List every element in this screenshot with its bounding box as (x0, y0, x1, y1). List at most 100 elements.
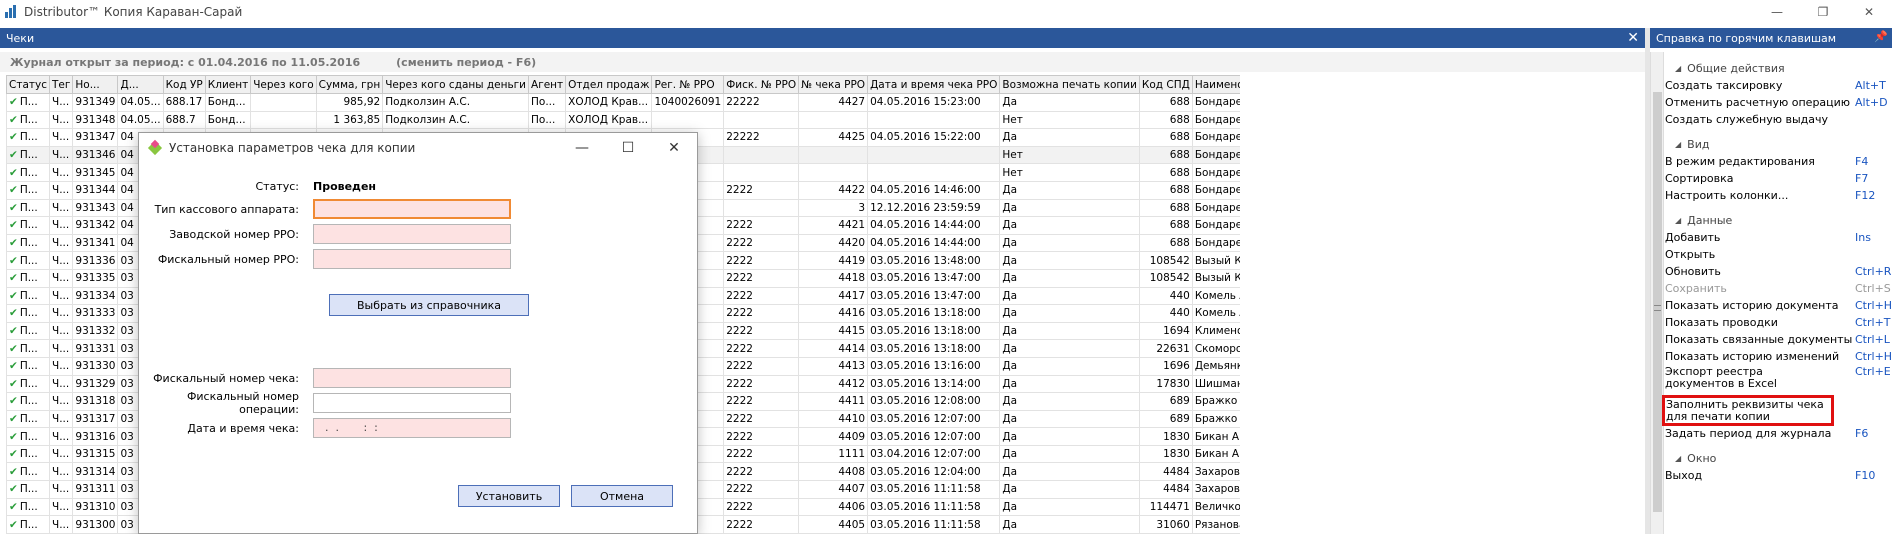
help-item[interactable]: Создать служебную выдачу (1665, 111, 1892, 128)
check-fiscal-field[interactable] (313, 368, 511, 388)
close-window-button[interactable]: ✕ (1846, 0, 1892, 24)
table-cell-fisc: 2222 (723, 374, 800, 394)
table-cell-dt: 03.05.2016 13:48:00 (867, 251, 1001, 270)
scrollbar-thumb[interactable] (1653, 92, 1662, 512)
table-row[interactable]: ✔ П... Ч... 931349 04.05... 688.17 Бонд... 985,… (6, 93, 1307, 112)
table-cell-tag: Ч... (48, 145, 74, 165)
help-item-label: Экспорт реестра документов в Excel (1665, 365, 1777, 390)
help-item[interactable]: Показать проводки Ctrl+T (1665, 314, 1892, 331)
help-item-hotkey: Ctrl+S (1855, 282, 1891, 295)
help-item[interactable]: В режим редактирования F4 (1665, 153, 1892, 170)
table-cell-status: ✔ П... (6, 163, 50, 182)
help-item[interactable]: Показать связанные документы Ctrl+L (1665, 331, 1892, 348)
help-item-hotkey: Ctrl+L (1855, 333, 1890, 346)
column-header[interactable]: Через кого (250, 75, 317, 94)
table-cell-check-no: 4427 (798, 93, 869, 112)
table-cell-fisc: 2222 (723, 444, 800, 464)
help-item[interactable]: Задать период для журнала F6 (1665, 425, 1892, 442)
table-cell-no: 931300 (72, 515, 119, 534)
minimize-button[interactable]: — (1754, 0, 1800, 24)
checkmark-icon: ✔ (9, 483, 18, 496)
restore-button[interactable]: ❐ (1800, 0, 1846, 24)
help-item[interactable]: Добавить Ins (1665, 229, 1892, 246)
help-group-header[interactable]: ◢ Окно (1665, 449, 1892, 467)
help-scrollbar[interactable] (1651, 52, 1664, 534)
dialog-maximize-button[interactable]: ☐ (621, 140, 635, 156)
help-item[interactable]: Сортировка F7 (1665, 170, 1892, 187)
table-cell-spd-code: 1830 (1138, 427, 1193, 446)
column-header[interactable]: Код СПД (1138, 75, 1193, 94)
close-panel-icon[interactable]: ✕ (1627, 30, 1639, 46)
column-header[interactable]: Фиск. № РРО (723, 75, 800, 94)
help-group-header[interactable]: ◢ Вид (1665, 135, 1892, 153)
help-item-label: В режим редактирования (1665, 155, 1815, 168)
table-cell-copy: Да (999, 339, 1140, 358)
column-header[interactable]: Рег. № РРО (651, 75, 725, 94)
column-header[interactable]: № чека РРО (798, 75, 869, 94)
column-header[interactable]: Статус (6, 75, 50, 94)
table-cell-via (250, 93, 317, 112)
column-header[interactable]: Через кого сданы деньги (382, 75, 530, 94)
table-cell-copy: Да (999, 515, 1140, 534)
checkmark-icon: ✔ (9, 201, 18, 214)
help-item[interactable]: Отменить расчетную операцию Alt+D (1665, 94, 1892, 111)
help-item[interactable]: Экспорт реестра документов в Excel Ctrl+E (1665, 365, 1892, 395)
help-item[interactable]: Обновить Ctrl+R (1665, 263, 1892, 280)
table-cell-tag: Ч... (48, 128, 74, 147)
column-header[interactable]: Агент (528, 75, 567, 94)
column-header[interactable]: Дата и время чека РРО (867, 75, 1001, 94)
set-button[interactable]: Установить (458, 485, 560, 507)
column-header[interactable]: Клиент (204, 75, 252, 94)
column-header[interactable]: Д... (117, 75, 164, 94)
table-cell-tag: Ч... (48, 480, 74, 499)
column-header[interactable]: Сумма, грн (315, 75, 384, 94)
help-item[interactable]: Заполнить реквизиты чека для печати копи… (1662, 395, 1892, 426)
datetime-field[interactable]: . . : : (313, 418, 511, 438)
column-header[interactable]: Отдел продаж (565, 75, 653, 94)
table-cell-status: ✔ П... (6, 321, 50, 341)
help-item[interactable]: Настроить колонки... F12 (1665, 187, 1892, 204)
table-cell-status: ✔ П... (6, 110, 50, 130)
table-cell-dt (867, 163, 1001, 182)
help-item-label: Задать период для журнала (1665, 427, 1832, 440)
cancel-button[interactable]: Отмена (571, 485, 673, 507)
column-header[interactable]: Возможна печать копии (999, 75, 1140, 94)
help-item[interactable]: Сохранить Ctrl+S (1665, 280, 1892, 297)
help-group-header[interactable]: ◢ Общие действия (1665, 59, 1892, 77)
operation-fiscal-row: Фискальный номер операции: (139, 390, 511, 416)
help-item[interactable]: Выход F10 (1665, 467, 1892, 484)
table-cell-no: 931318 (72, 392, 119, 411)
help-group-header[interactable]: ◢ Данные (1665, 211, 1892, 229)
help-group-title: Общие действия (1687, 61, 1785, 75)
collapse-triangle-icon: ◢ (1675, 63, 1682, 73)
table-cell-dt: 04.05.2016 14:44:00 (867, 216, 1001, 235)
fiscal-no-field[interactable] (313, 249, 511, 269)
help-item[interactable]: Показать историю документа Ctrl+H (1665, 297, 1892, 314)
table-cell-no: 931317 (72, 409, 119, 429)
panel-splitter[interactable] (1645, 28, 1650, 534)
change-period-link[interactable]: (сменить период - F6) (396, 55, 537, 69)
status-text: П... (19, 377, 38, 390)
column-header[interactable]: Но... (72, 75, 119, 94)
help-item[interactable]: Открыть (1665, 246, 1892, 263)
table-cell-status: ✔ П... (6, 480, 50, 499)
help-item[interactable]: Показать историю изменений Ctrl+H (1665, 348, 1892, 365)
column-header[interactable]: Тег (48, 75, 74, 94)
table-cell-code: 688.7 (162, 110, 206, 130)
pick-from-directory-button[interactable]: Выбрать из справочника (329, 294, 529, 316)
table-row[interactable]: ✔ П... Ч... 931348 04.05... 688.7 Бонд... 1 363… (6, 110, 1307, 130)
help-item[interactable]: Создать таксировку Alt+T (1665, 77, 1892, 94)
column-header[interactable]: Код УР (162, 75, 206, 94)
status-value: Проведен (313, 179, 377, 193)
operation-fiscal-field[interactable] (313, 393, 511, 413)
table-cell-fisc: 2222 (723, 286, 800, 306)
dialog-close-button[interactable]: ✕ (668, 140, 680, 156)
table-cell-check-no: 4409 (798, 427, 869, 446)
table-cell-copy: Да (999, 480, 1140, 499)
table-cell-dt: 03.05.2016 11:11:58 (867, 480, 1001, 499)
cash-type-field[interactable] (313, 199, 511, 219)
factory-no-field[interactable] (313, 224, 511, 244)
table-cell-status: ✔ П... (6, 198, 50, 218)
dialog-minimize-button[interactable]: — (575, 140, 589, 156)
pin-icon[interactable]: 📌 (1874, 30, 1888, 43)
